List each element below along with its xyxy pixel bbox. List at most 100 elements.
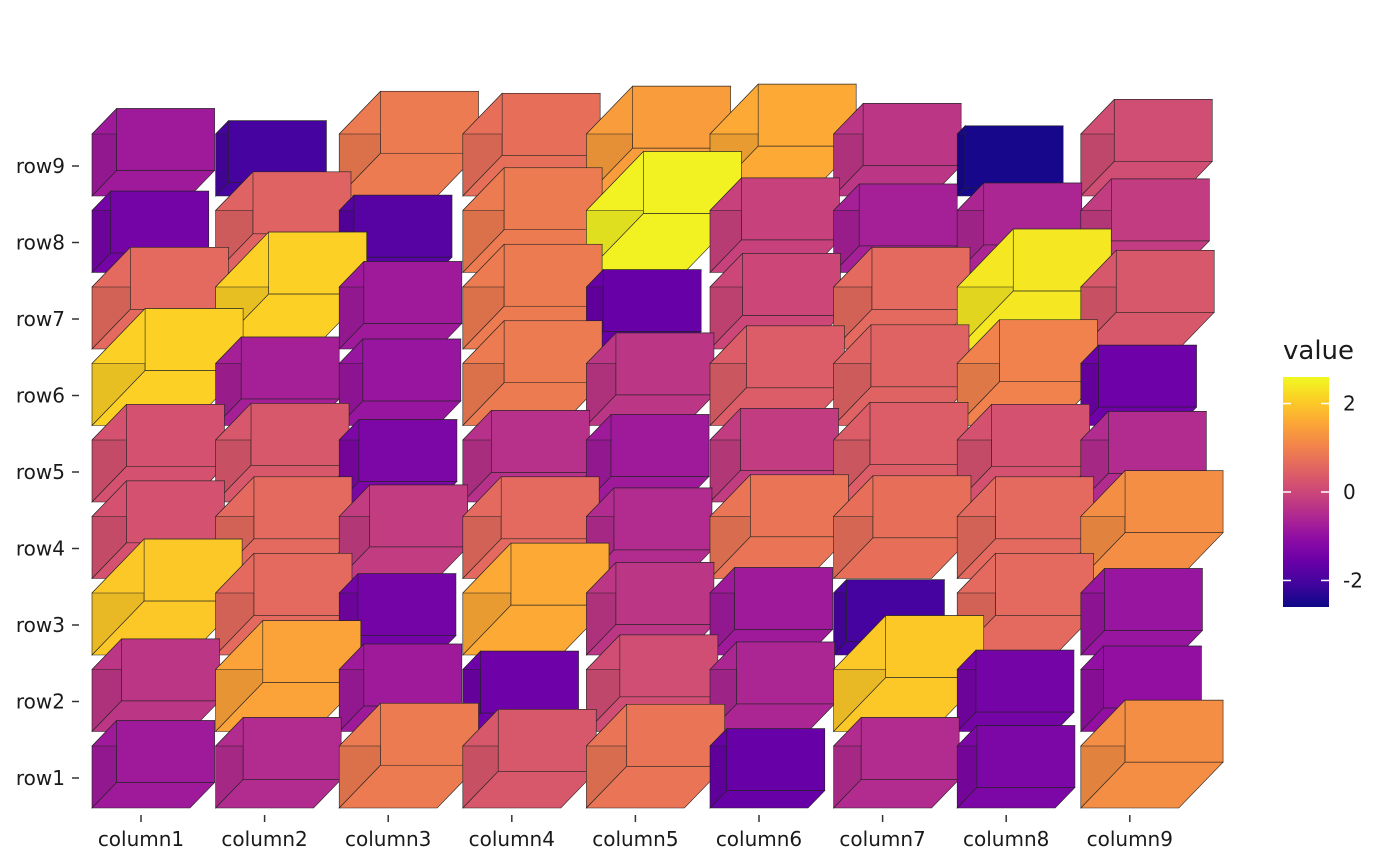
- block-back-face: [1124, 699, 1224, 763]
- heatmap-block: [585, 703, 726, 809]
- block-back-face: [358, 419, 458, 482]
- block-back-face: [991, 404, 1090, 467]
- x-tick-label: column9: [1087, 827, 1173, 851]
- block-back-face: [130, 247, 229, 310]
- block-back-face: [116, 108, 215, 171]
- block-back-face: [1111, 178, 1210, 242]
- block-bottom-face: [91, 782, 216, 809]
- block-back-face: [746, 325, 845, 389]
- y-axis: row1 row2 row3 row4 row5 row6 row7 row8 row9: [16, 154, 79, 790]
- block-bottom-face: [709, 790, 826, 809]
- block-back-face: [1115, 250, 1215, 313]
- block-back-face: [116, 720, 215, 783]
- block-back-face: [976, 725, 1076, 788]
- block-back-face: [740, 408, 839, 471]
- block-back-face: [503, 320, 603, 384]
- block-back-face: [357, 573, 457, 636]
- block-back-face: [126, 480, 225, 544]
- heatmap-block: [832, 614, 985, 733]
- block-back-face: [619, 634, 719, 698]
- block-back-face: [869, 402, 969, 465]
- x-axis: column1 column2 column3 column4 column5 colum…: [98, 815, 1173, 851]
- block-back-face: [497, 709, 597, 772]
- x-tick-label: column7: [839, 827, 925, 851]
- x-tick-label: column2: [221, 827, 307, 851]
- heatmap-block: [1080, 699, 1224, 809]
- block-back-face: [736, 641, 835, 705]
- block-back-face: [872, 475, 972, 539]
- block-back-face: [380, 702, 479, 766]
- heatmap-block: [1080, 249, 1215, 350]
- y-tick-label: row2: [16, 690, 65, 714]
- block-bottom-face: [956, 787, 1076, 809]
- block-back-face: [602, 269, 702, 332]
- heatmap-block: [585, 332, 715, 427]
- heatmap-block: [585, 150, 743, 274]
- block-back-face: [741, 177, 840, 241]
- block-back-face: [110, 190, 210, 254]
- x-tick-label: column3: [345, 827, 431, 851]
- block-back-face: [1124, 470, 1224, 534]
- block-back-face: [363, 261, 463, 324]
- block-back-face: [750, 474, 849, 538]
- heatmap-block: [709, 641, 836, 733]
- block-back-face: [1098, 344, 1197, 408]
- heatmap-block: [338, 260, 463, 350]
- block-back-face: [975, 649, 1075, 713]
- block-back-face: [860, 717, 960, 780]
- block-back-face: [363, 643, 463, 707]
- block-back-face: [362, 338, 462, 402]
- block-back-face: [491, 410, 590, 473]
- block-back-face: [726, 728, 826, 791]
- block-back-face: [500, 476, 600, 540]
- heatmap-block: [956, 649, 1075, 733]
- block-back-face: [871, 247, 971, 310]
- heatmap-block: [338, 702, 480, 809]
- block-back-face: [121, 638, 220, 702]
- block-back-face: [870, 324, 970, 388]
- block-back-face: [610, 414, 710, 477]
- block-back-face: [369, 484, 469, 548]
- block-back-face: [250, 403, 350, 466]
- block-back-face: [858, 183, 958, 247]
- y-tick-label: row1: [16, 766, 65, 790]
- x-tick-label: column8: [963, 827, 1049, 851]
- heatmap-block: [956, 724, 1076, 809]
- heatmap-block: [91, 719, 216, 809]
- block-back-face: [862, 103, 962, 166]
- heatmap-block: [1080, 178, 1211, 274]
- heatmap-block: [338, 338, 462, 427]
- block-bottom-face: [1080, 761, 1224, 809]
- heatmap-block: [338, 484, 469, 580]
- block-back-face: [995, 553, 1094, 616]
- x-tick-label: column4: [469, 827, 555, 851]
- y-tick-label: row8: [16, 231, 65, 255]
- x-tick-label: column5: [592, 827, 678, 851]
- block-back-face: [353, 194, 453, 258]
- y-tick-label: row7: [16, 307, 65, 331]
- y-tick-label: row4: [16, 537, 65, 561]
- block-back-face: [1108, 411, 1207, 474]
- block-back-face: [380, 90, 479, 154]
- x-tick-label: column1: [98, 827, 184, 851]
- block-back-face: [734, 567, 833, 630]
- y-tick-label: row9: [16, 154, 65, 178]
- legend-tick-label: 2: [1343, 392, 1356, 416]
- block-back-face: [1103, 645, 1202, 709]
- block-back-face: [626, 703, 726, 767]
- legend: value 2 0 -2: [1283, 336, 1363, 607]
- block-back-face: [253, 553, 353, 616]
- heatmap-block: [832, 102, 962, 197]
- block-back-face: [995, 476, 1094, 540]
- block-back-face: [503, 243, 603, 307]
- heatmap-block: [585, 561, 715, 656]
- heatmap-block: [462, 542, 610, 656]
- block-back-face: [252, 171, 352, 235]
- heatmap-block: [709, 727, 826, 809]
- block-back-face: [126, 404, 225, 467]
- block-back-face: [480, 650, 579, 714]
- heatmap-block: [832, 475, 972, 580]
- block-back-face: [615, 562, 715, 625]
- block-back-face: [742, 253, 841, 316]
